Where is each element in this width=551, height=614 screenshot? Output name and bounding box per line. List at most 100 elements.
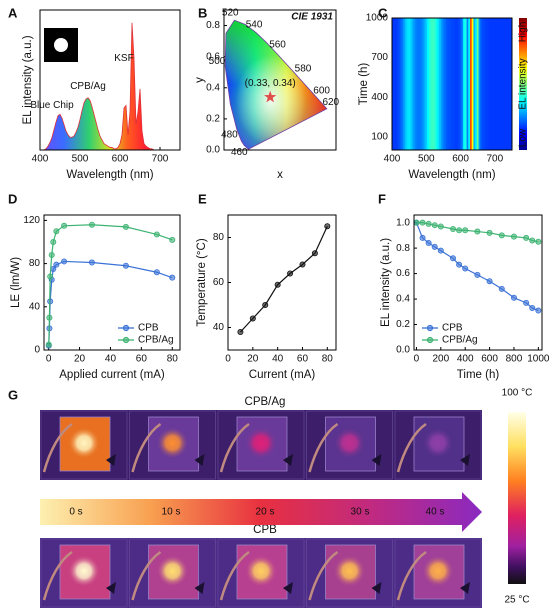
hot-spot [156, 555, 189, 587]
data-point [535, 238, 542, 245]
wavelength-label: 460 [231, 147, 248, 158]
heat-stripe [463, 18, 466, 150]
data-point [61, 222, 68, 229]
temperature-scale [508, 412, 526, 584]
heat-stripe [430, 18, 433, 150]
thermal-tile [306, 538, 393, 608]
x-axis-label: Wavelength (nm) [66, 169, 153, 181]
heat-stripe [449, 18, 452, 150]
heat-stripe [458, 18, 461, 150]
heat-stripe [435, 18, 438, 150]
heat-stripe [413, 18, 416, 150]
x-axis-label: Wavelength (nm) [408, 169, 495, 181]
time-label: 20 s [256, 507, 275, 518]
legend-label: CPB/Ag [138, 335, 174, 346]
data-point [437, 247, 444, 254]
data-point [153, 269, 160, 276]
heat-stripe [454, 18, 457, 150]
x-tick-label: 200 [432, 354, 449, 365]
heat-stripe [500, 18, 503, 150]
colorbar-label: Low [518, 128, 529, 147]
heat-stripe [404, 18, 407, 150]
data-point [510, 294, 517, 301]
y-tick-label: 1.0 [396, 217, 410, 228]
heat-stripe [504, 18, 507, 150]
wire [219, 422, 250, 473]
data-point [48, 251, 55, 258]
data-point [299, 261, 306, 268]
data-point [431, 222, 438, 229]
probe [106, 582, 116, 594]
point-label: (0.33, 0.34) [245, 78, 296, 89]
heat-stripe [398, 18, 401, 150]
data-point [456, 261, 463, 268]
x-axis-label: x [277, 169, 283, 181]
time-label: 0 s [69, 507, 82, 518]
heat-stripe [401, 18, 404, 150]
y-axis-label: y [194, 77, 206, 83]
legend-marker [426, 336, 434, 344]
hot-spot [422, 427, 454, 459]
annotation: Blue Chip [30, 100, 74, 111]
data-point [419, 234, 426, 241]
spectral-locus [224, 19, 328, 150]
data-point [45, 341, 52, 348]
heat-stripe [423, 18, 426, 150]
heat-stripe [495, 18, 498, 150]
data-point [53, 228, 60, 235]
heat-stripe [490, 18, 493, 150]
y-axis-label: LE (lm/W) [10, 257, 22, 308]
x-axis-label: Applied current (mA) [59, 369, 165, 381]
heat-stripe [439, 18, 442, 150]
x-tick-label: 600 [481, 354, 498, 365]
heat-stripe [482, 18, 485, 150]
hot-spot [245, 427, 277, 459]
y-tick-label: 0.8 [206, 20, 220, 31]
probe [194, 582, 205, 594]
hot-spot [422, 555, 454, 587]
data-point [437, 223, 444, 230]
heat-stripe [502, 18, 505, 150]
inset-spot [54, 38, 68, 52]
data-point [88, 259, 95, 266]
annotation: KSF [114, 53, 133, 64]
x-tick-label: 80 [322, 354, 334, 365]
heat-stripe [420, 18, 423, 150]
time-label: 30 s [351, 507, 370, 518]
y-tick-label: 120 [23, 215, 40, 226]
y-tick-label: 80 [213, 232, 225, 243]
heat-stripe [506, 18, 509, 150]
legend-label: CPB [138, 323, 159, 334]
data-point [274, 281, 281, 288]
legend-label: CPB/Ag [442, 335, 478, 346]
row-title: CPB/Ag [245, 396, 286, 408]
data-point [474, 228, 481, 235]
heat-stripe [464, 18, 467, 150]
probe [194, 454, 205, 466]
data-point [324, 223, 331, 230]
heat-stripe [483, 18, 486, 150]
x-tick-label: 400 [32, 154, 49, 165]
annotation: CPB/Ag [70, 81, 106, 92]
probe [460, 582, 470, 594]
heat-stripe [478, 18, 481, 150]
heat-stripe [461, 18, 464, 150]
data-point [122, 262, 129, 269]
data-point [450, 226, 457, 233]
heat-stripe [440, 18, 443, 150]
y-tick-label: 0.2 [206, 114, 220, 125]
wavelength-label: 480 [221, 129, 238, 140]
heat-stripe [428, 18, 431, 150]
x-tick-label: 500 [72, 154, 89, 165]
data-point [523, 299, 530, 306]
panel-label: D [8, 191, 17, 206]
legend-marker [426, 324, 434, 332]
panel-label: A [8, 5, 18, 20]
data-point [486, 278, 493, 285]
probe [106, 454, 116, 466]
data-point [498, 232, 505, 239]
panel-label: C [378, 5, 388, 20]
data-point [456, 227, 463, 234]
wavelength-label: 500 [209, 56, 226, 67]
heat-stripe [444, 18, 447, 150]
